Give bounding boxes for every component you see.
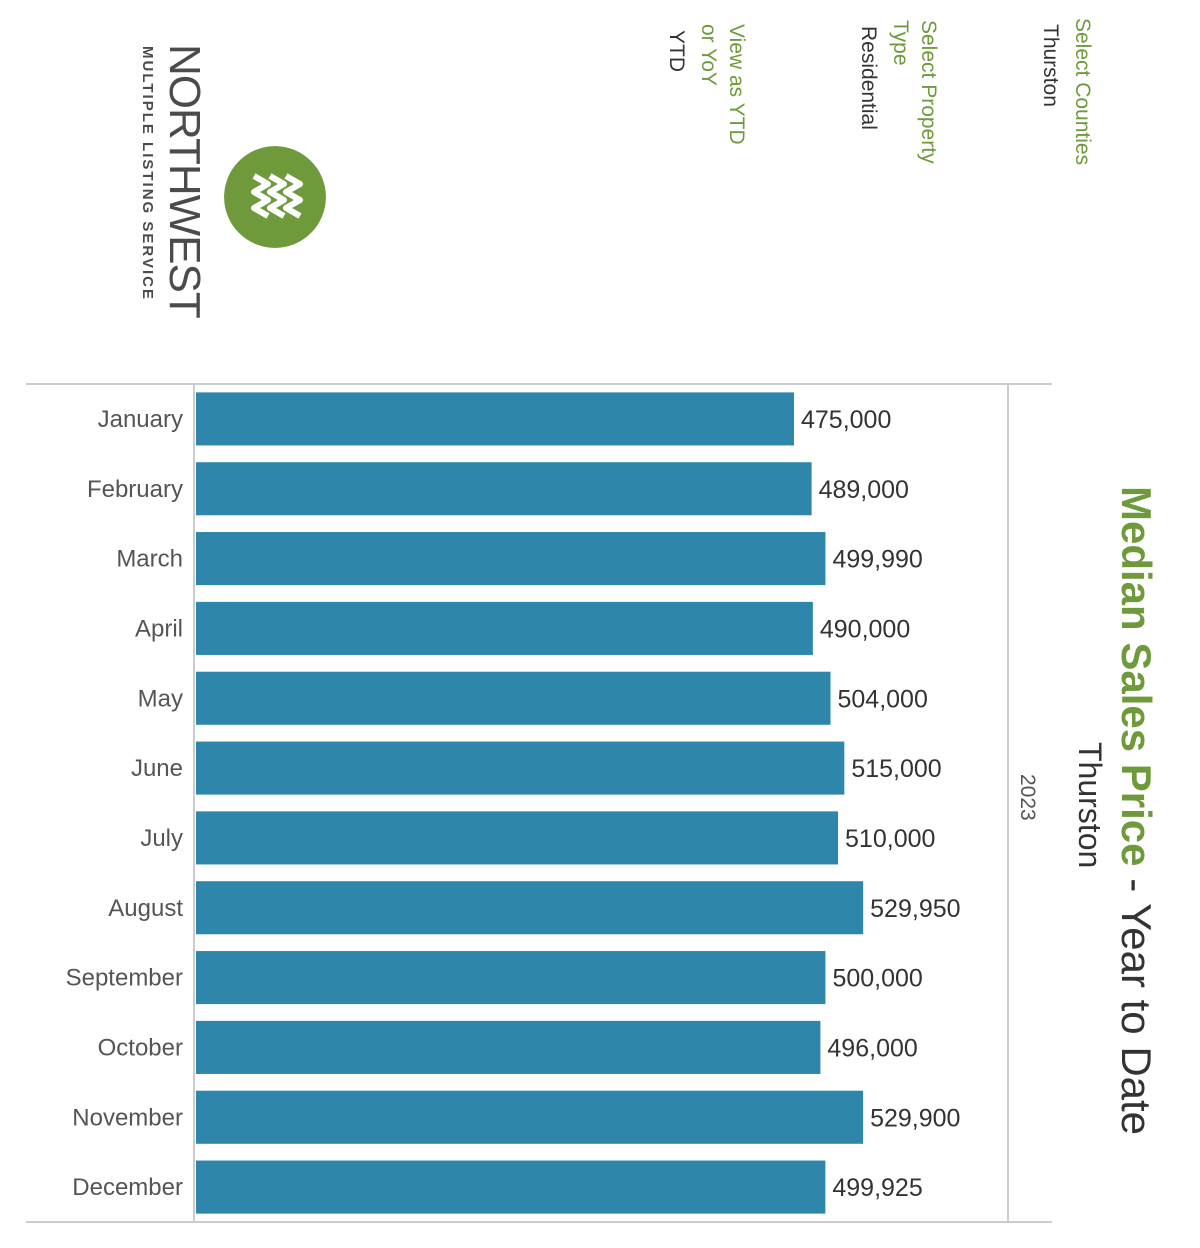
value-label-august: 529,950 <box>870 895 960 923</box>
brand-wordmark: NORTHWEST <box>160 44 209 318</box>
category-label-june: June <box>131 755 183 782</box>
bar-july <box>196 811 839 865</box>
category-label-january: January <box>98 406 183 433</box>
bar-february <box>196 462 812 516</box>
category-label-july: July <box>140 825 183 852</box>
filter-view-as-label: View as YTD or YoY <box>697 24 748 145</box>
nwmls-logo-icon <box>224 146 326 248</box>
bar-june <box>196 741 845 795</box>
value-label-april: 490,000 <box>820 615 910 643</box>
filter-property-type[interactable]: Select Property Type <box>886 20 942 180</box>
bar-march <box>196 532 826 586</box>
bar-october <box>196 1020 821 1074</box>
category-label-may: May <box>138 685 183 712</box>
chart-title-accent: Median Sales Price <box>1113 486 1160 867</box>
category-label-october: October <box>98 1034 183 1061</box>
filter-property-type-value: Residential <box>857 26 880 130</box>
category-label-february: February <box>87 476 183 503</box>
value-label-september: 500,000 <box>832 965 922 993</box>
filter-property-type-label: Select Property Type <box>889 20 940 164</box>
bar-november <box>196 1090 864 1144</box>
value-label-february: 489,000 <box>819 476 909 504</box>
filter-view-as-value: YTD <box>665 30 688 72</box>
value-label-january: 475,000 <box>801 406 891 434</box>
bar-april <box>196 601 813 655</box>
category-label-november: November <box>72 1104 183 1131</box>
chart-subtitle-county: Thurston <box>1072 742 1108 869</box>
filter-property-type-select[interactable]: Residential <box>854 26 882 130</box>
category-label-august: August <box>108 895 183 922</box>
value-label-december: 499,925 <box>832 1174 922 1202</box>
value-label-may: 504,000 <box>837 685 927 713</box>
value-label-june: 515,000 <box>851 755 941 783</box>
filter-counties[interactable]: Select Counties <box>1068 18 1096 165</box>
category-label-april: April <box>135 615 183 642</box>
category-label-december: December <box>72 1174 183 1201</box>
bar-september <box>196 951 826 1005</box>
category-label-march: March <box>116 546 183 573</box>
filter-view-as[interactable]: View as YTD or YoY <box>694 24 750 146</box>
value-label-march: 499,990 <box>832 546 922 574</box>
value-label-october: 496,000 <box>827 1034 917 1062</box>
column-header-year: 2023 <box>1016 774 1039 821</box>
filter-counties-select[interactable]: Thurston <box>1036 24 1064 107</box>
chart-title: Median Sales Price - Year to Date <box>1112 486 1160 1135</box>
bar-may <box>196 671 831 725</box>
bar-august <box>196 881 864 935</box>
category-label-september: September <box>66 965 183 992</box>
value-label-november: 529,900 <box>870 1104 960 1132</box>
brand-tagline: MULTIPLE LISTING SERVICE <box>139 46 156 301</box>
bar-january <box>196 392 794 446</box>
filter-counties-label: Select Counties <box>1071 18 1094 166</box>
filter-view-as-select[interactable]: YTD <box>662 30 690 72</box>
chart-title-rest: - Year to Date <box>1113 866 1160 1136</box>
value-label-july: 510,000 <box>845 825 935 853</box>
bar-december <box>196 1160 826 1214</box>
filter-counties-value: Thurston <box>1039 24 1062 107</box>
